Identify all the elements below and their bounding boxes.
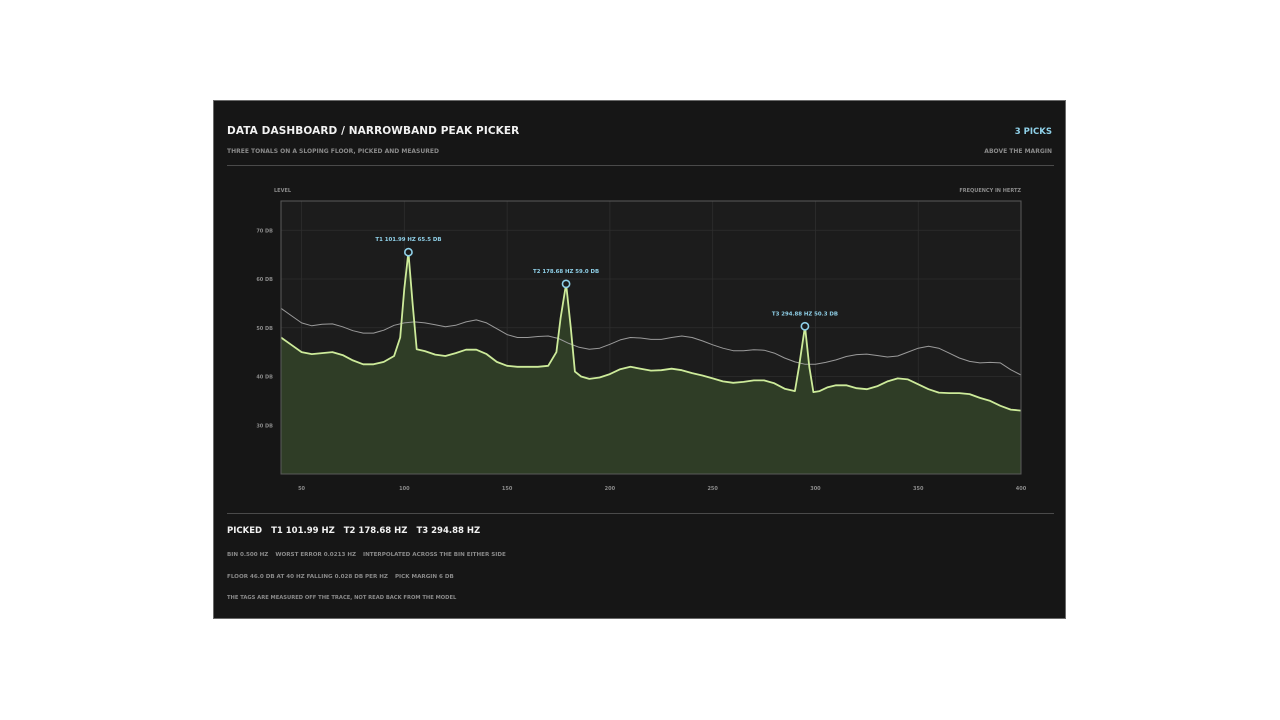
interpolation-note: INTERPOLATED ACROSS THE BIN EITHER SIDE [363,552,506,558]
dashboard-panel: DATA DASHBOARD / NARROWBAND PEAK PICKER … [213,100,1066,619]
x-tick-label: 350 [913,486,924,492]
x-tick-label: 200 [605,486,616,492]
page-subtitle: THREE TONALS ON A SLOPING FLOOR, PICKED … [227,148,439,155]
x-tick-label: 100 [399,486,410,492]
x-tick-label: 150 [502,486,513,492]
header-divider [227,165,1054,166]
x-tick-label: 50 [298,486,305,492]
x-axis-label: FREQUENCY IN HERTZ [959,188,1021,194]
measurement-note: THE TAGS ARE MEASURED OFF THE TRACE, NOT… [227,595,457,601]
y-axis-label: LEVEL [274,188,292,194]
y-tick-label: 70 DB [256,228,273,234]
worst-error: WORST ERROR 0.0213 HZ [275,552,357,558]
pick-margin: PICK MARGIN 6 DB [394,574,454,580]
footer-divider [227,513,1054,514]
bin-info: BIN 0.500 HZ WORST ERROR 0.0213 HZ INTER… [227,552,511,558]
spectrum-chart: T1 101.99 HZ 65.5 DB T2 178.68 HZ 59.0 DB… [256,188,1027,492]
peak-marker-t1 [404,247,413,257]
y-tick-label: 30 DB [256,423,273,429]
picked-label: PICKED [227,526,263,536]
plot-frame [280,200,1022,475]
floor-info: FLOOR 46.0 DB AT 40 HZ FALLING 0.028 DB … [227,574,459,580]
page-title: DATA DASHBOARD / NARROWBAND PEAK PICKER [227,125,520,137]
threshold-line [280,307,1022,376]
peak-label-t1: T1 101.99 HZ 65.5 DB [375,237,441,243]
x-tick-label: 250 [707,486,718,492]
picks-count-badge: 3 PICKS [1014,127,1052,137]
y-tick-label: 60 DB [256,277,273,283]
pick-summary-t1: T1 101.99 HZ [271,526,335,536]
picked-summary: PICKED T1 101.99 HZ T2 178.68 HZ T3 294.… [227,526,486,536]
bin-size: BIN 0.500 HZ [227,552,269,558]
spectrum-trace-line [280,251,1022,412]
x-tick-label: 400 [1016,486,1027,492]
margin-note: ABOVE THE MARGIN [984,148,1052,155]
pick-summary-t3: T3 294.88 HZ [416,526,481,536]
peak-label-t2: T2 178.68 HZ 59.0 DB [533,269,599,275]
spectrum-area-fill [281,252,1021,474]
y-tick-label: 40 DB [256,375,273,381]
peak-marker-t3 [800,321,810,331]
pick-summary-t2: T2 178.68 HZ [343,526,408,536]
y-tick-label: 50 DB [256,326,273,332]
peak-marker-t2 [561,279,571,289]
peak-label-t3: T3 294.88 HZ 50.3 DB [772,311,838,317]
floor-description: FLOOR 46.0 DB AT 40 HZ FALLING 0.028 DB … [227,574,388,580]
x-tick-label: 300 [810,486,821,492]
